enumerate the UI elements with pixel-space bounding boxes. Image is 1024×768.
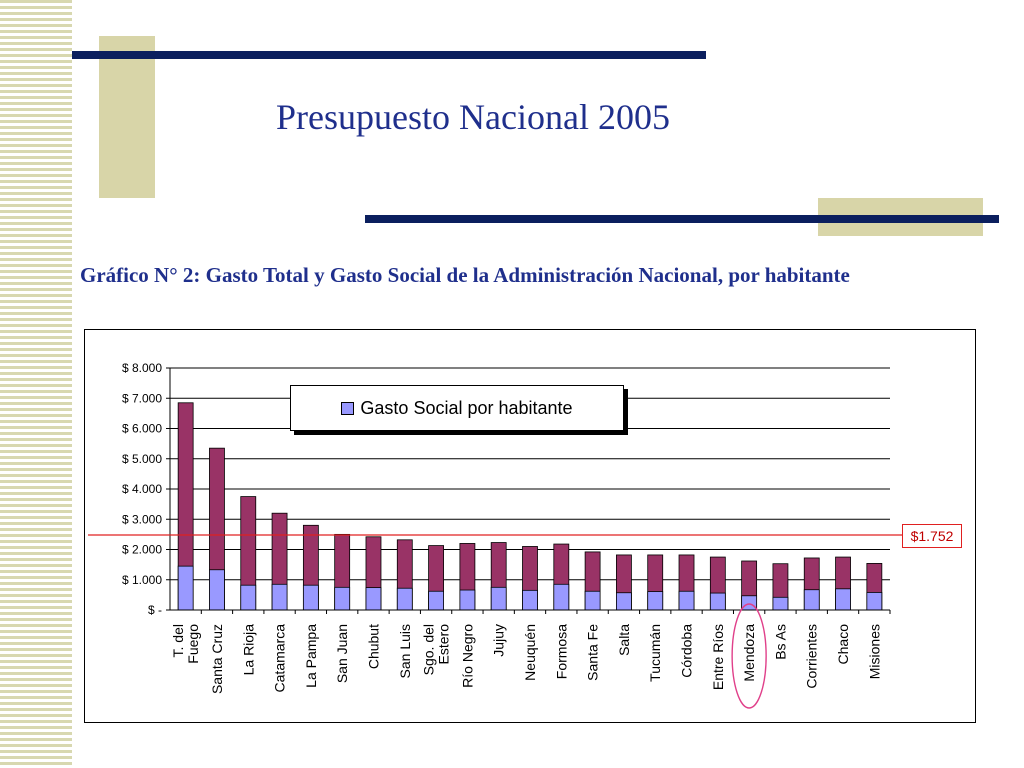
y-tick-label: $ 7.000 <box>122 391 162 405</box>
y-tick-label: $ 4.000 <box>122 482 162 496</box>
y-tick-label: $ 1.000 <box>122 573 162 587</box>
bar-social-12 <box>553 583 570 611</box>
y-tick-label: $ - <box>148 603 162 617</box>
bar-social-2 <box>240 584 257 611</box>
x-tick-label-0: T. del Fuego <box>170 624 201 664</box>
bar-social-14 <box>616 592 632 611</box>
x-tick-label-17: Entre Ríos <box>710 624 726 690</box>
x-tick-label-line: Santa Cruz <box>209 624 225 694</box>
x-tick-label-line: Chubut <box>365 624 381 669</box>
x-tick-label-22: Misiones <box>866 624 882 679</box>
x-tick-label-line: Bs As <box>772 624 788 660</box>
x-tick-label-line: Estero <box>436 624 452 665</box>
bar-social-0 <box>177 565 194 611</box>
bar-social-9 <box>459 589 476 611</box>
y-tick-label: $ 3.000 <box>122 512 162 526</box>
x-tick-label-line: Corrientes <box>804 624 820 689</box>
x-tick-label-line: Formosa <box>553 624 569 679</box>
x-tick-label-8: Sgo. del Estero <box>421 624 452 676</box>
x-tick-label-line: La Pampa <box>303 624 319 688</box>
x-tick-label-4: La Pampa <box>303 624 319 688</box>
legend-swatch-social <box>341 401 355 415</box>
bar-social-11 <box>522 589 538 611</box>
x-tick-label-7: San Luis <box>397 624 413 678</box>
x-tick-label-line: Salta <box>616 624 632 656</box>
x-tick-label-19: Bs As <box>772 624 788 660</box>
y-tick-label: $ 6.000 <box>122 422 162 436</box>
bar-social-10 <box>490 586 507 611</box>
bar-social-17 <box>709 592 726 611</box>
y-tick-label: $ 5.000 <box>122 452 162 466</box>
chart-caption: Gráfico N° 2: Gasto Total y Gasto Social… <box>80 263 850 287</box>
x-tick-label-line: San Luis <box>397 624 413 678</box>
x-tick-label-11: Neuquén <box>522 624 538 681</box>
highlight-ellipse <box>731 603 767 709</box>
x-tick-label-line: Neuquén <box>522 624 538 681</box>
x-tick-label-18: Mendoza <box>741 624 757 682</box>
x-tick-label-line: Río Negro <box>459 624 475 688</box>
bar-social-22 <box>866 592 883 611</box>
x-tick-label-5: San Juan <box>334 624 350 683</box>
bar-social-6 <box>365 587 382 611</box>
x-tick-label-line: Sgo. del <box>421 624 437 675</box>
x-tick-label-line: T. del <box>170 624 186 657</box>
bar-social-18 <box>741 595 758 611</box>
bar-social-8 <box>428 590 444 611</box>
decorative-navy-line-top <box>72 51 706 59</box>
y-tick-label: $ 2.000 <box>122 543 162 557</box>
x-tick-label-line: San Juan <box>334 624 350 683</box>
x-tick-label-line: Córdoba <box>679 624 695 678</box>
bar-social-19 <box>772 596 789 611</box>
x-tick-label-14: Salta <box>616 624 632 656</box>
bar-social-13 <box>584 590 601 611</box>
x-tick-label-line: Santa Fe <box>585 624 601 681</box>
bar-social-3 <box>271 583 288 611</box>
bar-social-16 <box>678 590 695 611</box>
bar-social-1 <box>209 569 225 611</box>
x-tick-label-line: Catamarca <box>272 624 288 693</box>
bar-social-4 <box>302 584 319 611</box>
x-tick-label-16: Córdoba <box>679 624 695 678</box>
decorative-navy-line-mid <box>365 215 999 223</box>
x-tick-label-20: Corrientes <box>804 624 820 689</box>
x-tick-label-line: Jujuy <box>491 624 507 657</box>
x-tick-label-line: Chaco <box>835 624 851 665</box>
bar-social-15 <box>647 591 664 611</box>
slide-title: Presupuesto Nacional 2005 <box>276 97 670 137</box>
x-tick-label-9: Río Negro <box>459 624 475 688</box>
x-tick-label-15: Tucumán <box>647 624 663 682</box>
x-tick-label-line: Tucumán <box>647 624 663 682</box>
chart-legend: Gasto Social por habitante <box>290 385 624 431</box>
x-tick-label-line: Fuego <box>185 624 201 664</box>
x-tick-label-line: Mendoza <box>741 624 757 682</box>
x-tick-label-3: Catamarca <box>272 624 288 693</box>
y-tick-label: $ 8.000 <box>122 361 162 375</box>
bar-social-7 <box>396 587 413 611</box>
decorative-tan-bar-left <box>99 36 155 198</box>
bar-social-5 <box>334 586 351 611</box>
x-tick-label-10: Jujuy <box>491 624 507 657</box>
reference-line-label: $1.752 <box>902 524 962 548</box>
x-tick-label-6: Chubut <box>365 624 381 669</box>
x-tick-label-line: Misiones <box>866 624 882 679</box>
bar-social-21 <box>835 588 851 611</box>
x-tick-label-2: La Rioja <box>240 624 256 676</box>
bar-social-20 <box>803 589 820 611</box>
decorative-stripe-band <box>0 0 72 768</box>
x-tick-label-12: Formosa <box>553 624 569 679</box>
x-tick-label-line: Entre Ríos <box>710 624 726 690</box>
x-tick-label-line: La Rioja <box>240 624 256 676</box>
x-tick-label-13: Santa Fe <box>585 624 601 681</box>
x-tick-label-21: Chaco <box>835 624 851 665</box>
legend-label-social: Gasto Social por habitante <box>360 397 573 418</box>
x-tick-label-1: Santa Cruz <box>209 624 225 694</box>
